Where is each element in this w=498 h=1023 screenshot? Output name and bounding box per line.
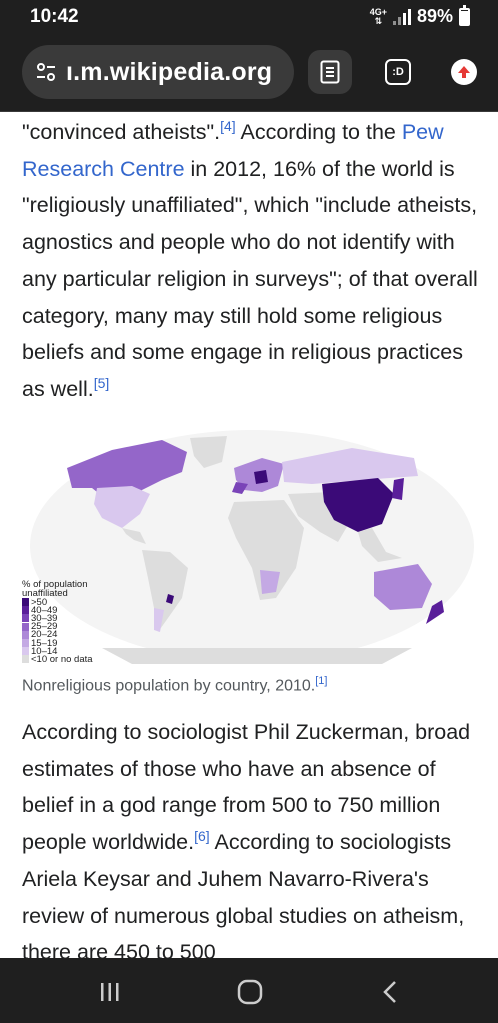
legend-entry: 30–39 [22, 612, 93, 624]
back-icon [383, 981, 396, 1003]
legend-swatch [22, 655, 29, 664]
legend-label: 30–39 [31, 612, 58, 624]
legend-swatch [22, 622, 29, 631]
text-segment: According to sociologist Phil Zuckerman,… [22, 720, 471, 855]
legend-swatch [22, 639, 29, 648]
recent-apps-button[interactable] [86, 972, 134, 1012]
legend-swatch [22, 606, 29, 615]
legend-title: unaffiliated [22, 588, 68, 599]
article-paragraph-2: According to sociologist Phil Zuckerman,… [22, 714, 480, 958]
upload-button[interactable] [442, 50, 486, 94]
upload-icon [451, 59, 477, 85]
reader-mode-icon [320, 60, 340, 84]
legend-swatch [22, 598, 29, 607]
figure-caption: Nonreligious population by country, 2010… [22, 675, 476, 695]
reference-5[interactable]: [5] [94, 375, 110, 391]
legend-entry: >50 [22, 596, 93, 608]
reference-link[interactable]: [4] [220, 117, 236, 134]
legend-entry: <10 or no data [22, 653, 93, 665]
legend-label: >50 [31, 596, 48, 608]
browser-toolbar: ı.m.wikipedia.org :D [0, 34, 498, 112]
site-settings-icon[interactable] [34, 60, 58, 84]
legend-title: % of population [22, 579, 88, 590]
legend-swatch [22, 614, 29, 623]
tabs-button[interactable]: :D [376, 50, 420, 94]
legend-swatch [22, 630, 29, 639]
legend-label: <10 or no data [31, 653, 93, 665]
legend-entry: 40–49 [22, 604, 93, 616]
legend-entry: 15–19 [22, 637, 93, 649]
status-bar: 10:42 4G+ ⇅ 89% [0, 0, 498, 34]
caption-reference[interactable]: [1] [315, 675, 328, 687]
caption-text: Nonreligious population by country, 2010… [22, 677, 316, 695]
text-segment: According to the [235, 120, 402, 144]
text-segment: According to sociologists Ariela Keysar … [22, 830, 465, 958]
reference-6[interactable]: [6] [194, 827, 210, 844]
address-bar[interactable]: ı.m.wikipedia.org [22, 45, 294, 99]
data-arrows-icon: ⇅ [374, 15, 383, 26]
recent-apps-icon [101, 983, 119, 1001]
legend-entry: 20–24 [22, 629, 93, 641]
status-time: 10:42 [30, 6, 79, 27]
legend-entry: 25–29 [22, 621, 93, 633]
world-map-image[interactable] [22, 428, 476, 668]
status-indicators: 4G+ ⇅ 89% [369, 4, 470, 27]
reference-4[interactable]: [4] [220, 118, 236, 134]
home-button[interactable] [226, 972, 274, 1012]
network-type: 4G+ ⇅ [369, 6, 387, 26]
article-paragraph: "convinced atheists".[4] According to th… [22, 114, 480, 408]
network-label: 4G+ [369, 6, 387, 17]
legend-entry: 10–14 [22, 645, 93, 657]
legend-swatch [22, 647, 29, 656]
tabs-count: :D [385, 59, 411, 85]
system-nav-bar [0, 958, 498, 1023]
battery-icon [459, 4, 470, 26]
text-segment: "convinced atheists". [22, 120, 221, 144]
legend-label: 25–29 [31, 621, 58, 633]
battery-percent: 89% [416, 6, 453, 26]
legend-label: 10–14 [31, 645, 58, 657]
text-segment: in 2012, 16% of the world is "religiousl… [22, 156, 478, 401]
reference-link[interactable]: [5] [93, 374, 110, 391]
legend-label: 40–49 [31, 604, 58, 616]
map-legend: % of population unaffiliated >50 40–49 30–… [22, 580, 93, 664]
reader-mode-button[interactable] [308, 50, 352, 94]
home-icon [237, 979, 263, 1005]
url-text[interactable]: ı.m.wikipedia.org [66, 57, 273, 86]
pew-research-link[interactable]: Pew Research Centre [22, 120, 444, 181]
back-button[interactable] [366, 972, 414, 1012]
world-map-figure[interactable]: % of population unaffiliated >50 40–49 30–… [22, 428, 476, 668]
signal-icon [392, 8, 411, 25]
legend-label: 15–19 [31, 637, 58, 649]
legend-label: 20–24 [31, 629, 58, 641]
